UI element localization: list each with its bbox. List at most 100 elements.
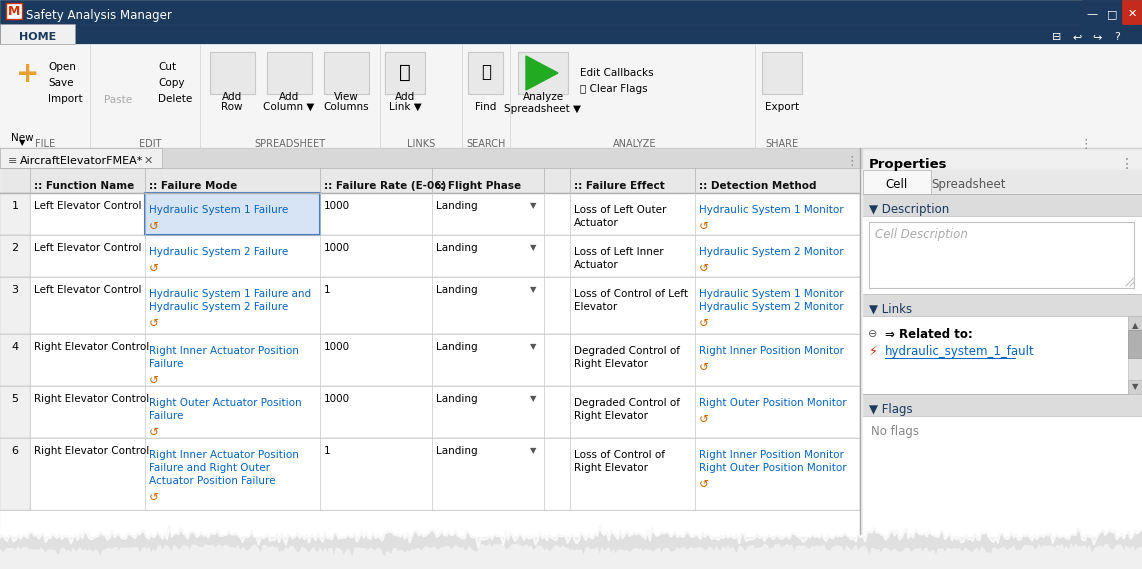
Text: 3: 3 xyxy=(11,285,18,295)
Text: ▼: ▼ xyxy=(530,394,537,403)
Bar xyxy=(6,3,22,19)
Text: Failure: Failure xyxy=(148,411,184,421)
Text: Paste: Paste xyxy=(104,95,132,105)
Text: Loss of Left Inner: Loss of Left Inner xyxy=(574,247,664,257)
Text: ⚡: ⚡ xyxy=(869,344,877,357)
Bar xyxy=(869,222,1134,288)
Text: Loss of Left Outer: Loss of Left Outer xyxy=(574,205,667,215)
Text: SPREADSHEET: SPREADSHEET xyxy=(255,139,325,149)
Text: 1: 1 xyxy=(11,201,18,211)
Bar xyxy=(6,3,22,19)
Bar xyxy=(324,52,369,94)
Text: Right Elevator: Right Elevator xyxy=(574,411,648,421)
Text: Right Elevator: Right Elevator xyxy=(574,359,648,369)
Text: Failure and Right Outer: Failure and Right Outer xyxy=(148,463,270,473)
Text: Actuator Position Failure: Actuator Position Failure xyxy=(148,476,275,486)
Text: Hydraulic System 2 Monitor: Hydraulic System 2 Monitor xyxy=(699,247,844,257)
Text: Hydraulic System 1 Failure: Hydraulic System 1 Failure xyxy=(148,205,288,215)
Text: Left Elevator Control: Left Elevator Control xyxy=(34,201,142,211)
Text: 1000: 1000 xyxy=(324,342,351,352)
Text: 1: 1 xyxy=(324,285,331,295)
Text: hydraulic_system_1_fault: hydraulic_system_1_fault xyxy=(885,345,1035,358)
Bar xyxy=(145,193,320,235)
Text: ≡: ≡ xyxy=(8,156,17,166)
Text: Import: Import xyxy=(48,94,82,104)
Text: EDIT: EDIT xyxy=(138,139,161,149)
Text: :: Function Name: :: Function Name xyxy=(34,181,135,191)
Text: Right Outer Position Monitor: Right Outer Position Monitor xyxy=(699,463,846,473)
Text: Row: Row xyxy=(222,102,243,112)
Text: Right Outer Position Monitor: Right Outer Position Monitor xyxy=(699,398,846,408)
Text: ↺: ↺ xyxy=(699,413,709,426)
Text: Right Inner Actuator Position: Right Inner Actuator Position xyxy=(148,450,299,460)
Text: ↩: ↩ xyxy=(1072,32,1081,42)
Bar xyxy=(863,148,1142,536)
Text: ▲: ▲ xyxy=(1132,321,1139,331)
Text: ▼: ▼ xyxy=(1132,382,1139,391)
Text: ↺: ↺ xyxy=(148,491,159,504)
Bar xyxy=(1102,0,1121,24)
Bar xyxy=(863,170,1142,194)
Text: ↺: ↺ xyxy=(148,317,159,330)
Bar xyxy=(0,44,1142,148)
Text: Analyze: Analyze xyxy=(522,92,563,102)
Bar xyxy=(0,386,30,438)
Bar xyxy=(0,277,30,334)
Text: ▼: ▼ xyxy=(530,447,537,456)
Text: ↺: ↺ xyxy=(148,220,159,233)
Text: ▼: ▼ xyxy=(530,244,537,253)
Text: Degraded Control of: Degraded Control of xyxy=(574,346,679,356)
Text: SHARE: SHARE xyxy=(765,139,798,149)
Bar xyxy=(0,193,30,235)
Text: SEARCH: SEARCH xyxy=(466,139,506,149)
Text: :: Failure Rate (E-06): :: Failure Rate (E-06) xyxy=(324,181,447,191)
Text: ⊟: ⊟ xyxy=(1052,32,1062,42)
Text: ⊖: ⊖ xyxy=(868,329,878,339)
Bar xyxy=(1121,0,1142,24)
Bar xyxy=(762,52,802,94)
Bar xyxy=(0,438,860,510)
Text: ↺: ↺ xyxy=(148,374,159,387)
Text: :: Failure Effect: :: Failure Effect xyxy=(574,181,665,191)
Text: Cell: Cell xyxy=(886,178,908,191)
Bar xyxy=(863,316,1142,394)
Text: Edit Callbacks: Edit Callbacks xyxy=(580,68,653,78)
Text: 6: 6 xyxy=(11,446,18,456)
Text: Left Elevator Control: Left Elevator Control xyxy=(34,285,142,295)
Text: Actuator: Actuator xyxy=(574,218,619,228)
Text: ?: ? xyxy=(1115,32,1120,42)
Text: Right Inner Position Monitor: Right Inner Position Monitor xyxy=(699,346,844,356)
Text: Add: Add xyxy=(279,92,299,102)
Text: 🔗: 🔗 xyxy=(399,63,411,81)
Text: +: + xyxy=(16,60,39,88)
Bar xyxy=(0,438,30,510)
Text: ▼ Description: ▼ Description xyxy=(869,203,949,216)
Text: Right Elevator Control: Right Elevator Control xyxy=(34,394,150,404)
Text: □: □ xyxy=(1107,9,1117,19)
Text: M: M xyxy=(8,5,21,18)
Text: Actuator: Actuator xyxy=(574,260,619,270)
Text: Hydraulic System 2 Monitor: Hydraulic System 2 Monitor xyxy=(699,302,844,312)
Text: HOME: HOME xyxy=(19,32,57,42)
Text: 1000: 1000 xyxy=(324,243,351,253)
Text: Hydraulic System 2 Failure: Hydraulic System 2 Failure xyxy=(148,302,288,312)
Bar xyxy=(468,52,502,94)
Text: ANALYZE: ANALYZE xyxy=(613,139,657,149)
Text: Link ▼: Link ▼ xyxy=(388,102,421,112)
Text: View: View xyxy=(333,92,359,102)
Bar xyxy=(863,170,931,194)
Text: 4: 4 xyxy=(11,342,18,352)
Bar xyxy=(385,52,425,94)
Text: ✕: ✕ xyxy=(143,156,153,166)
Text: ▼: ▼ xyxy=(18,138,25,147)
Bar xyxy=(0,277,860,334)
Text: 🗑 Clear Flags: 🗑 Clear Flags xyxy=(580,84,648,94)
Bar xyxy=(0,148,162,168)
Polygon shape xyxy=(526,56,558,90)
Text: ↺: ↺ xyxy=(699,220,709,233)
Bar xyxy=(1128,380,1142,394)
Bar xyxy=(863,294,1142,316)
Text: FILE: FILE xyxy=(35,139,55,149)
Bar xyxy=(8,50,37,100)
Text: ↺: ↺ xyxy=(699,317,709,330)
